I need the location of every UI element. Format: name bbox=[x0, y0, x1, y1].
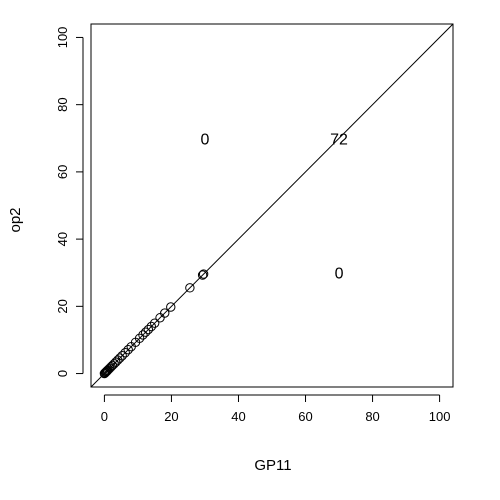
data-point bbox=[197, 270, 208, 280]
region-count-label: 72 bbox=[330, 131, 348, 148]
y-tick-label: 20 bbox=[55, 299, 70, 313]
data-point bbox=[138, 330, 148, 340]
y-tick-label: 0 bbox=[55, 370, 70, 377]
y-tick-label: 40 bbox=[55, 232, 70, 246]
data-point bbox=[123, 344, 133, 355]
plot-frame bbox=[90, 23, 454, 388]
x-tick-label: 60 bbox=[298, 409, 312, 424]
x-tick-label: 0 bbox=[101, 409, 108, 424]
data-point bbox=[166, 302, 176, 312]
data-point bbox=[185, 283, 195, 293]
data-point bbox=[115, 353, 125, 363]
data-point bbox=[107, 360, 118, 371]
data-point bbox=[101, 366, 112, 377]
region-count-label: 0 bbox=[201, 131, 210, 148]
x-axis-title: GP11 bbox=[254, 457, 291, 474]
x-tick-label: 20 bbox=[164, 409, 178, 424]
data-point bbox=[149, 318, 160, 328]
data-point bbox=[143, 324, 154, 335]
data-point bbox=[146, 321, 157, 332]
region-count-label: 0 bbox=[335, 266, 344, 283]
data-point bbox=[160, 308, 170, 318]
data-point bbox=[198, 269, 209, 279]
y-tick-label: 60 bbox=[55, 165, 70, 179]
data-point bbox=[106, 362, 116, 372]
data-point bbox=[120, 348, 130, 358]
x-tick-label: 80 bbox=[365, 409, 379, 424]
data-point bbox=[155, 313, 165, 323]
data-point bbox=[140, 327, 151, 337]
x-tick-label: 40 bbox=[231, 409, 245, 424]
data-point bbox=[117, 351, 127, 361]
y-axis-title: op2 bbox=[7, 207, 24, 232]
plot-area: 0 20 40 60 80 100 0 20 40 60 80 100 0 72 0 bbox=[55, 23, 454, 424]
x-tick-label: 100 bbox=[429, 409, 451, 424]
data-point bbox=[103, 365, 113, 375]
y-tick-label: 80 bbox=[55, 97, 70, 111]
data-point bbox=[134, 333, 145, 343]
y-tick-label: 100 bbox=[55, 27, 70, 49]
